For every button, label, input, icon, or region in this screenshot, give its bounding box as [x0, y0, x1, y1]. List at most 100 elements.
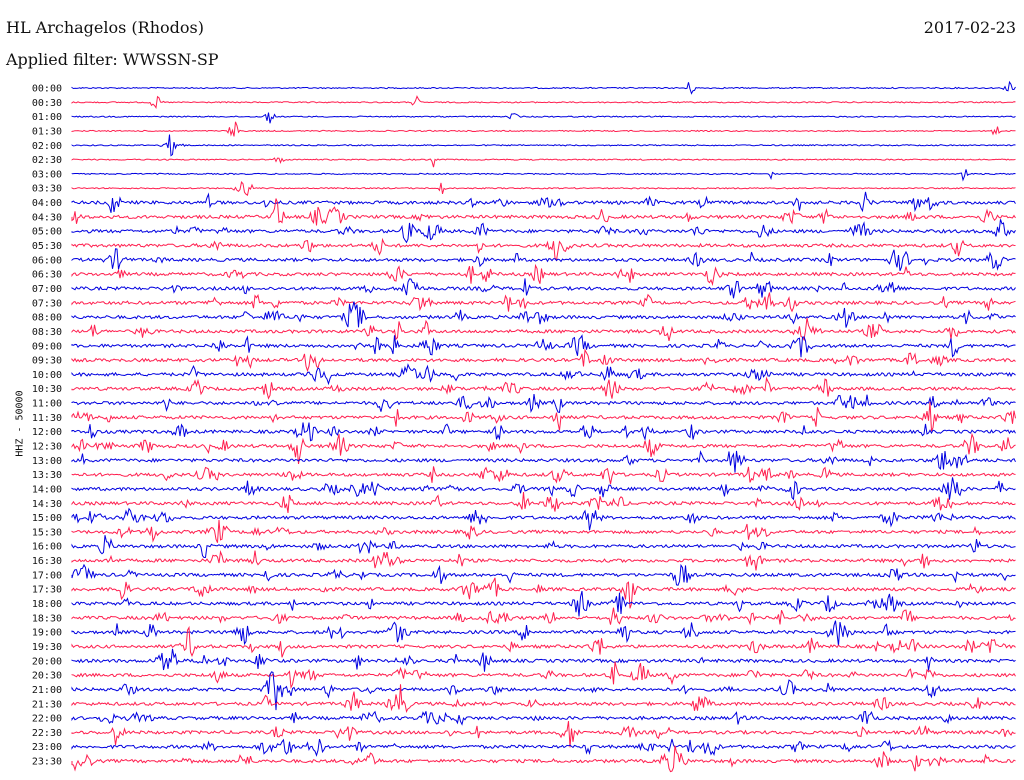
seismic-trace	[71, 301, 1016, 328]
seismic-trace	[71, 121, 1016, 137]
trace-time-label: 21:00	[32, 685, 62, 696]
seismic-trace	[71, 134, 1016, 157]
seismic-trace	[71, 334, 1016, 358]
seismic-trace	[71, 519, 1016, 543]
seismic-trace	[71, 263, 1016, 287]
trace-time-label: 03:30	[32, 184, 62, 195]
seismic-trace	[71, 492, 1016, 513]
seismic-trace	[71, 466, 1016, 485]
trace-time-label: 22:30	[32, 728, 62, 739]
trace-time-label: 00:00	[32, 84, 62, 95]
trace-time-label: 17:30	[32, 585, 62, 596]
seismic-trace	[71, 191, 1016, 213]
trace-time-label: 22:00	[32, 714, 62, 725]
seismic-trace	[71, 550, 1016, 571]
trace-time-label: 23:00	[32, 742, 62, 753]
trace-time-label: 06:00	[32, 255, 62, 266]
seismic-trace	[71, 577, 1016, 609]
seismic-trace	[71, 535, 1016, 559]
trace-time-label: 06:30	[32, 270, 62, 281]
trace-time-label: 21:30	[32, 699, 62, 710]
trace-time-label: 19:00	[32, 628, 62, 639]
trace-time-label: 13:00	[32, 456, 62, 467]
trace-time-label: 12:00	[32, 427, 62, 438]
seismic-trace	[71, 563, 1016, 586]
trace-time-label: 05:00	[32, 227, 62, 238]
seismic-trace	[71, 661, 1016, 689]
trace-time-label: 09:00	[32, 341, 62, 352]
trace-time-label: 08:00	[32, 313, 62, 324]
seismic-trace	[71, 278, 1016, 299]
seismic-trace	[71, 248, 1016, 271]
trace-time-label: 07:30	[32, 298, 62, 309]
trace-time-label: 01:00	[32, 112, 62, 123]
trace-time-label: 14:30	[32, 499, 62, 510]
trace-time-label: 08:30	[32, 327, 62, 338]
trace-time-label: 12:30	[32, 442, 62, 453]
trace-time-label: 17:00	[32, 570, 62, 581]
seismic-trace	[71, 394, 1016, 413]
seismic-trace	[71, 363, 1016, 386]
trace-time-label: 19:30	[32, 642, 62, 653]
seismic-trace	[71, 401, 1016, 432]
seismic-trace	[71, 507, 1016, 531]
trace-time-label: 11:00	[32, 399, 62, 410]
seismic-trace	[71, 620, 1016, 647]
seismic-trace	[71, 348, 1016, 373]
seismic-trace	[71, 590, 1016, 617]
seismic-trace	[71, 181, 1016, 197]
trace-time-label: 01:30	[32, 126, 62, 137]
trace-time-label: 04:00	[32, 198, 62, 209]
trace-time-label: 18:30	[32, 613, 62, 624]
seismic-trace	[71, 625, 1016, 658]
trace-time-label: 16:30	[32, 556, 62, 567]
seismic-trace	[71, 292, 1016, 313]
seismic-trace	[71, 422, 1016, 442]
trace-time-label: 15:00	[32, 513, 62, 524]
seismic-trace	[71, 169, 1016, 182]
station-title: HL Archagelos (Rhodos)	[6, 18, 204, 37]
seismic-trace	[71, 477, 1016, 501]
seismic-trace	[71, 671, 1016, 711]
record-date: 2017-02-23	[923, 18, 1016, 37]
seismic-trace	[71, 80, 1016, 95]
trace-time-label: 10:00	[32, 370, 62, 381]
seismic-trace	[71, 648, 1016, 672]
trace-time-label: 00:30	[32, 98, 62, 109]
trace-time-label: 04:30	[32, 212, 62, 223]
trace-time-label: 09:30	[32, 356, 62, 367]
seismic-trace	[71, 607, 1016, 626]
seismic-trace	[71, 157, 1016, 168]
seismic-trace	[71, 432, 1016, 464]
trace-time-label: 13:30	[32, 470, 62, 481]
seismic-trace	[71, 112, 1016, 124]
seismic-trace	[71, 745, 1016, 773]
trace-time-label: 16:00	[32, 542, 62, 553]
trace-time-label: 05:30	[32, 241, 62, 252]
seismic-trace	[71, 237, 1016, 262]
trace-time-label: 10:30	[32, 384, 62, 395]
trace-time-label: 02:30	[32, 155, 62, 166]
seismic-trace	[71, 219, 1016, 244]
trace-time-label: 03:00	[32, 169, 62, 180]
trace-time-label: 20:30	[32, 671, 62, 682]
applied-filter: Applied filter: WWSSN-SP	[6, 50, 219, 69]
seismic-trace	[71, 198, 1016, 226]
seismic-trace	[71, 710, 1016, 726]
trace-time-label: 07:00	[32, 284, 62, 295]
seismic-trace	[71, 684, 1016, 713]
seismic-trace	[71, 721, 1016, 748]
seismic-trace	[71, 95, 1016, 110]
trace-time-label: 18:00	[32, 599, 62, 610]
seismic-trace	[71, 376, 1016, 400]
trace-time-label: 20:00	[32, 656, 62, 667]
trace-time-label: 14:00	[32, 484, 62, 495]
trace-time-label: 11:30	[32, 413, 62, 424]
trace-time-label: 23:30	[32, 757, 62, 768]
trace-time-label: 02:00	[32, 141, 62, 152]
trace-time-label: 15:30	[32, 527, 62, 538]
seismic-trace	[71, 450, 1016, 473]
seismic-trace	[71, 317, 1016, 342]
seismic-trace	[71, 738, 1016, 757]
